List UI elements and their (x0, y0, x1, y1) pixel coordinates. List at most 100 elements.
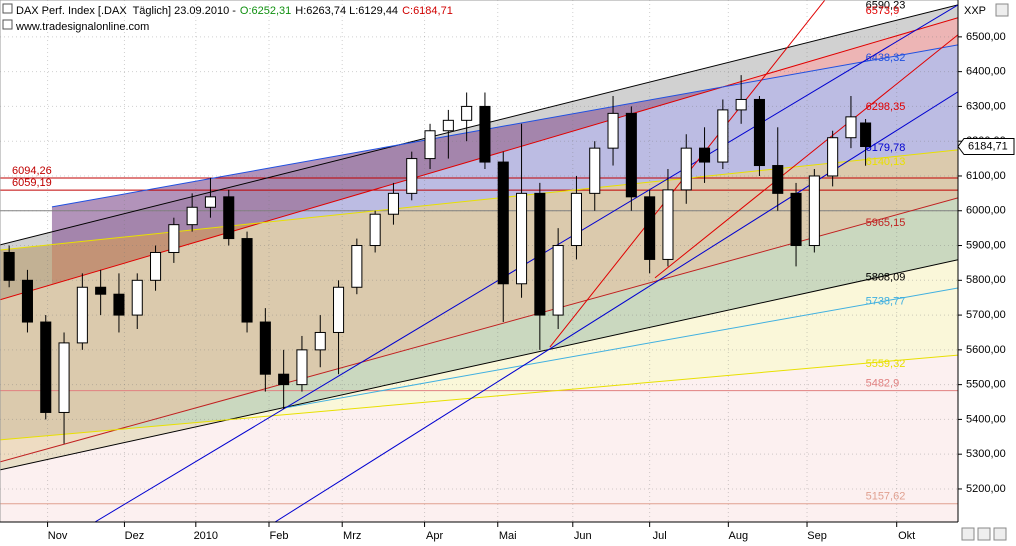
candle-body (259, 321, 271, 375)
trend-line (0, 259, 958, 471)
candle-body (333, 286, 345, 333)
candle-body (461, 105, 473, 121)
line-label: 6438,32 (866, 52, 906, 64)
trend-line (0, 354, 958, 441)
candle-body (76, 286, 88, 344)
last-price-label: 6184,71 (968, 140, 1008, 152)
line-label: 5559,32 (866, 358, 906, 370)
trend-line (51, 44, 958, 208)
candle-body (168, 224, 180, 253)
candle-body (516, 192, 528, 285)
trend-line (274, 91, 958, 522)
quote-high-low: H:6263,74 L:6129,44 (295, 5, 398, 17)
line-label: 6573,9 (866, 5, 900, 17)
zoom-button[interactable] (993, 527, 1007, 541)
candle-body (552, 245, 564, 316)
candle-body (772, 165, 784, 194)
candle-body (40, 321, 52, 413)
candle-body (735, 98, 747, 111)
y-axis-panel (958, 0, 1016, 522)
zoom-button[interactable] (961, 527, 975, 541)
candle-body (3, 251, 15, 281)
candle-body (607, 112, 619, 149)
candle-body (95, 286, 107, 295)
candle-body (860, 122, 872, 148)
channel-band (0, 355, 958, 522)
candle-body (699, 147, 711, 163)
candle-body (827, 137, 839, 177)
candle-body (150, 251, 162, 281)
candle-body (534, 192, 546, 316)
x-tick-label: Sep (807, 530, 827, 542)
x-tick-label: 2010 (194, 530, 218, 542)
x-tick-label: Mrz (343, 530, 361, 542)
y-tick-label: 5700,00 (966, 309, 1006, 321)
channel-band (0, 197, 958, 470)
channel-band (0, 4, 958, 300)
header-icon[interactable] (2, 3, 13, 14)
candle-body (351, 245, 363, 288)
candle-body (204, 196, 216, 208)
line-label: 6179,78 (866, 142, 906, 154)
candle-body (625, 112, 637, 198)
candle-body (424, 130, 436, 160)
y-tick-label: 5400,00 (966, 413, 1006, 425)
y-tick-label: 5600,00 (966, 344, 1006, 356)
line-label: 5808,09 (866, 271, 906, 283)
x-tick-label: Jun (574, 530, 592, 542)
trend-line (0, 4, 958, 246)
trend-line (0, 149, 958, 251)
header-icon[interactable] (2, 19, 13, 30)
level-label: 6059,19 (12, 177, 52, 189)
candle-body (570, 192, 582, 247)
x-tick-label: Nov (48, 530, 68, 542)
subtitle: www.tradesignalonline.com (15, 21, 149, 33)
y-tick-label: 5200,00 (966, 483, 1006, 495)
y-tick-label: 5500,00 (966, 379, 1006, 391)
x-tick-label: Apr (426, 530, 443, 542)
y-tick-label: 6300,00 (966, 100, 1006, 112)
candle-body (808, 175, 820, 247)
candle-body (644, 196, 656, 260)
close-button[interactable] (995, 3, 1009, 17)
candle-body (278, 373, 290, 386)
channel-band (0, 149, 958, 462)
quote-close: C:6184,71 (402, 5, 453, 17)
line-label: 6140,13 (866, 156, 906, 168)
y-tick-label: 5900,00 (966, 239, 1006, 251)
candle-body (845, 116, 857, 139)
x-tick-label: Jul (653, 530, 667, 542)
candle-body (186, 206, 198, 226)
y-tick-label: 6400,00 (966, 66, 1006, 78)
candle-body (58, 342, 70, 413)
candle-body (680, 147, 692, 191)
candle-body (21, 279, 33, 323)
line-label: 5965,15 (866, 217, 906, 229)
candle-body (241, 238, 253, 323)
candle-body (387, 192, 399, 215)
candle-body (223, 196, 235, 240)
x-tick-label: Okt (898, 530, 915, 542)
level-label: 5157,62 (866, 491, 906, 503)
x-tick-label: Feb (270, 530, 289, 542)
x-tick-label: Dez (125, 530, 145, 542)
line-label: 5738,77 (866, 296, 906, 308)
channel-band (51, 44, 958, 245)
zoom-button[interactable] (977, 527, 991, 541)
candle-body (296, 349, 308, 386)
candle-body (113, 293, 125, 316)
line-label: 6590,23 (866, 0, 906, 11)
y-tick-label: 5800,00 (966, 274, 1006, 286)
axis-label: XXP (964, 5, 986, 17)
candle-body (717, 109, 729, 163)
x-axis-panel (0, 522, 1016, 546)
candle-body (753, 98, 765, 167)
candle-body (662, 189, 674, 260)
candle-body (442, 119, 454, 132)
y-tick-label: 5300,00 (966, 448, 1006, 460)
trend-line (654, 34, 958, 279)
candle-body (131, 279, 143, 316)
candle-body (497, 161, 509, 285)
